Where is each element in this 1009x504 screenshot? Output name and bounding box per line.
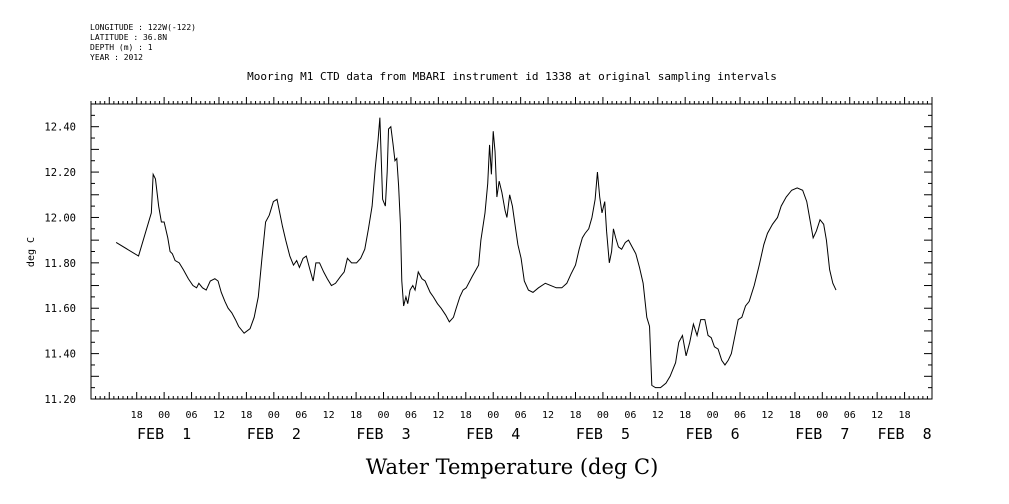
x-hour-label: 12	[323, 410, 335, 421]
x-hour-label: 00	[707, 410, 719, 421]
header-year: YEAR : 2012	[90, 53, 143, 62]
y-tick-label: 11.80	[44, 258, 76, 270]
water-temperature-series-line	[115, 117, 837, 389]
x-hour-label: 06	[295, 410, 307, 421]
x-hour-label: 18	[789, 410, 801, 421]
chart-title: Mooring M1 CTD data from MBARI instrumen…	[247, 70, 777, 83]
x-hour-label: 12	[871, 410, 883, 421]
x-axis-hour-ticks: 18 00 06 12 18 00 06 12 18 00 06 12 18 00 06 12 18 00 06 12…	[131, 410, 911, 421]
x-hour-label: 12	[761, 410, 773, 421]
x-hour-label: 18	[899, 410, 911, 421]
x-hour-label: 00	[597, 410, 609, 421]
header-info: LONGITUDE : 122W(-122) LATITUDE : 36.8N …	[90, 23, 196, 62]
x-hour-label: 06	[186, 410, 198, 421]
y-tick-label: 11.40	[44, 349, 76, 361]
header-latitude: LATITUDE : 36.8N	[90, 33, 167, 42]
x-hour-label: 18	[460, 410, 472, 421]
x-axis-day-labels: FEB 1 FEB 2 FEB 3 FEB 4 FEB 5 FEB 6 FEB 7 FEB 8	[137, 425, 932, 443]
x-day-label: FEB 8	[877, 425, 931, 443]
x-hour-label: 06	[844, 410, 856, 421]
x-day-label: FEB 4	[466, 425, 520, 443]
x-hour-label: 06	[405, 410, 417, 421]
y-axis-label: deg C	[26, 237, 37, 267]
header-depth: DEPTH (m) : 1	[90, 43, 153, 52]
x-hour-label: 18	[679, 410, 691, 421]
header-longitude: LONGITUDE : 122W(-122)	[90, 23, 196, 32]
x-hour-label: 18	[131, 410, 143, 421]
x-day-label: FEB 3	[356, 425, 410, 443]
x-hour-label: 00	[377, 410, 389, 421]
y-axis-ticks: 11.20 11.40 11.60 11.80 12.00 12.20 12.40	[44, 122, 76, 406]
x-hour-label: 00	[487, 410, 499, 421]
x-hour-label: 00	[816, 410, 828, 421]
minor-ticks	[90, 97, 933, 400]
y-tick-label: 11.20	[44, 394, 76, 406]
x-hour-label: 06	[624, 410, 636, 421]
x-day-label: FEB 5	[576, 425, 630, 443]
x-hour-label: 18	[569, 410, 581, 421]
x-day-label: FEB 1	[137, 425, 191, 443]
plot-frame	[90, 103, 933, 400]
y-tick-label: 11.60	[44, 303, 76, 315]
x-hour-label: 00	[268, 410, 280, 421]
x-hour-label: 06	[515, 410, 527, 421]
x-hour-label: 06	[734, 410, 746, 421]
x-hour-label: 12	[432, 410, 444, 421]
x-day-label: FEB 6	[686, 425, 740, 443]
x-hour-label: 12	[652, 410, 664, 421]
x-day-label: FEB 7	[795, 425, 849, 443]
x-hour-label: 00	[158, 410, 170, 421]
y-tick-label: 12.40	[44, 122, 76, 134]
y-tick-label: 12.00	[44, 212, 76, 224]
x-hour-label: 18	[350, 410, 362, 421]
x-hour-label: 12	[542, 410, 554, 421]
x-axis-label: Water Temperature (deg C)	[366, 455, 659, 479]
x-hour-label: 18	[240, 410, 252, 421]
x-day-label: FEB 2	[247, 425, 301, 443]
x-hour-label: 12	[213, 410, 225, 421]
y-tick-label: 12.20	[44, 167, 76, 179]
